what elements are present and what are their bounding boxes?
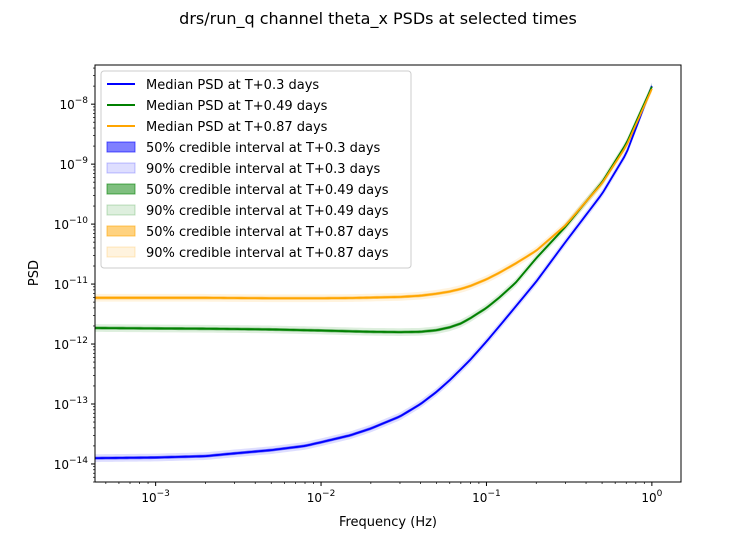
legend-label: Median PSD at T+0.3 days bbox=[146, 78, 319, 93]
credible-bands bbox=[95, 82, 652, 462]
legend-patch-handle bbox=[106, 225, 136, 237]
legend-label: 90% credible interval at T+0.49 days bbox=[146, 204, 389, 219]
x-axis-label: Frequency (Hz) bbox=[339, 515, 437, 530]
y-tick-label: 10−8 bbox=[59, 96, 88, 112]
y-axis-ticks: 10−14 10−13 10−12 10−11 10−10 10−9 10−8 bbox=[54, 67, 95, 483]
legend-patch-handle bbox=[106, 183, 136, 195]
median-line-series-0 bbox=[94, 85, 653, 460]
legend: Median PSD at T+0.3 days Median PSD at T+… bbox=[100, 70, 412, 269]
y-axis-label: PSD bbox=[27, 260, 42, 286]
legend-patch-handle bbox=[106, 204, 136, 216]
y-tick-label: 10−14 bbox=[54, 456, 89, 472]
y-tick-label: 10−10 bbox=[54, 216, 89, 232]
plot-frame bbox=[94, 64, 682, 483]
legend-patch-handle bbox=[106, 246, 136, 258]
legend-label: 50% credible interval at T+0.49 days bbox=[146, 183, 389, 198]
median-lines bbox=[94, 85, 653, 460]
x-axis-ticks: 10−3 10−2 10−1 100 bbox=[105, 482, 663, 505]
legend-label: 50% credible interval at T+0.3 days bbox=[146, 141, 381, 156]
x-tick-label: 100 bbox=[641, 489, 662, 505]
legend-patch-handle bbox=[106, 141, 136, 153]
legend-label: 50% credible interval at T+0.87 days bbox=[146, 225, 389, 240]
y-tick-label: 10−13 bbox=[54, 396, 88, 412]
legend-label: 90% credible interval at T+0.87 days bbox=[146, 246, 389, 261]
x-tick-label: 10−3 bbox=[141, 489, 170, 505]
legend-frame bbox=[100, 70, 412, 269]
legend-label: Median PSD at T+0.87 days bbox=[146, 120, 328, 135]
median-line-series-2 bbox=[95, 88, 653, 300]
legend-label: 90% credible interval at T+0.3 days bbox=[146, 162, 381, 177]
x-tick-label: 10−2 bbox=[307, 489, 336, 505]
band90-series-0 bbox=[95, 82, 652, 462]
legend-patch-handle bbox=[106, 162, 136, 174]
chart-title: drs/run_q channel theta_x PSDs at select… bbox=[179, 9, 577, 29]
y-tick-label: 10−12 bbox=[54, 336, 88, 352]
median-line-series-1 bbox=[94, 86, 653, 333]
y-tick-label: 10−11 bbox=[54, 276, 88, 292]
legend-label: Median PSD at T+0.49 days bbox=[146, 99, 328, 114]
x-tick-label: 10−1 bbox=[472, 489, 501, 505]
y-tick-label: 10−9 bbox=[59, 156, 88, 172]
